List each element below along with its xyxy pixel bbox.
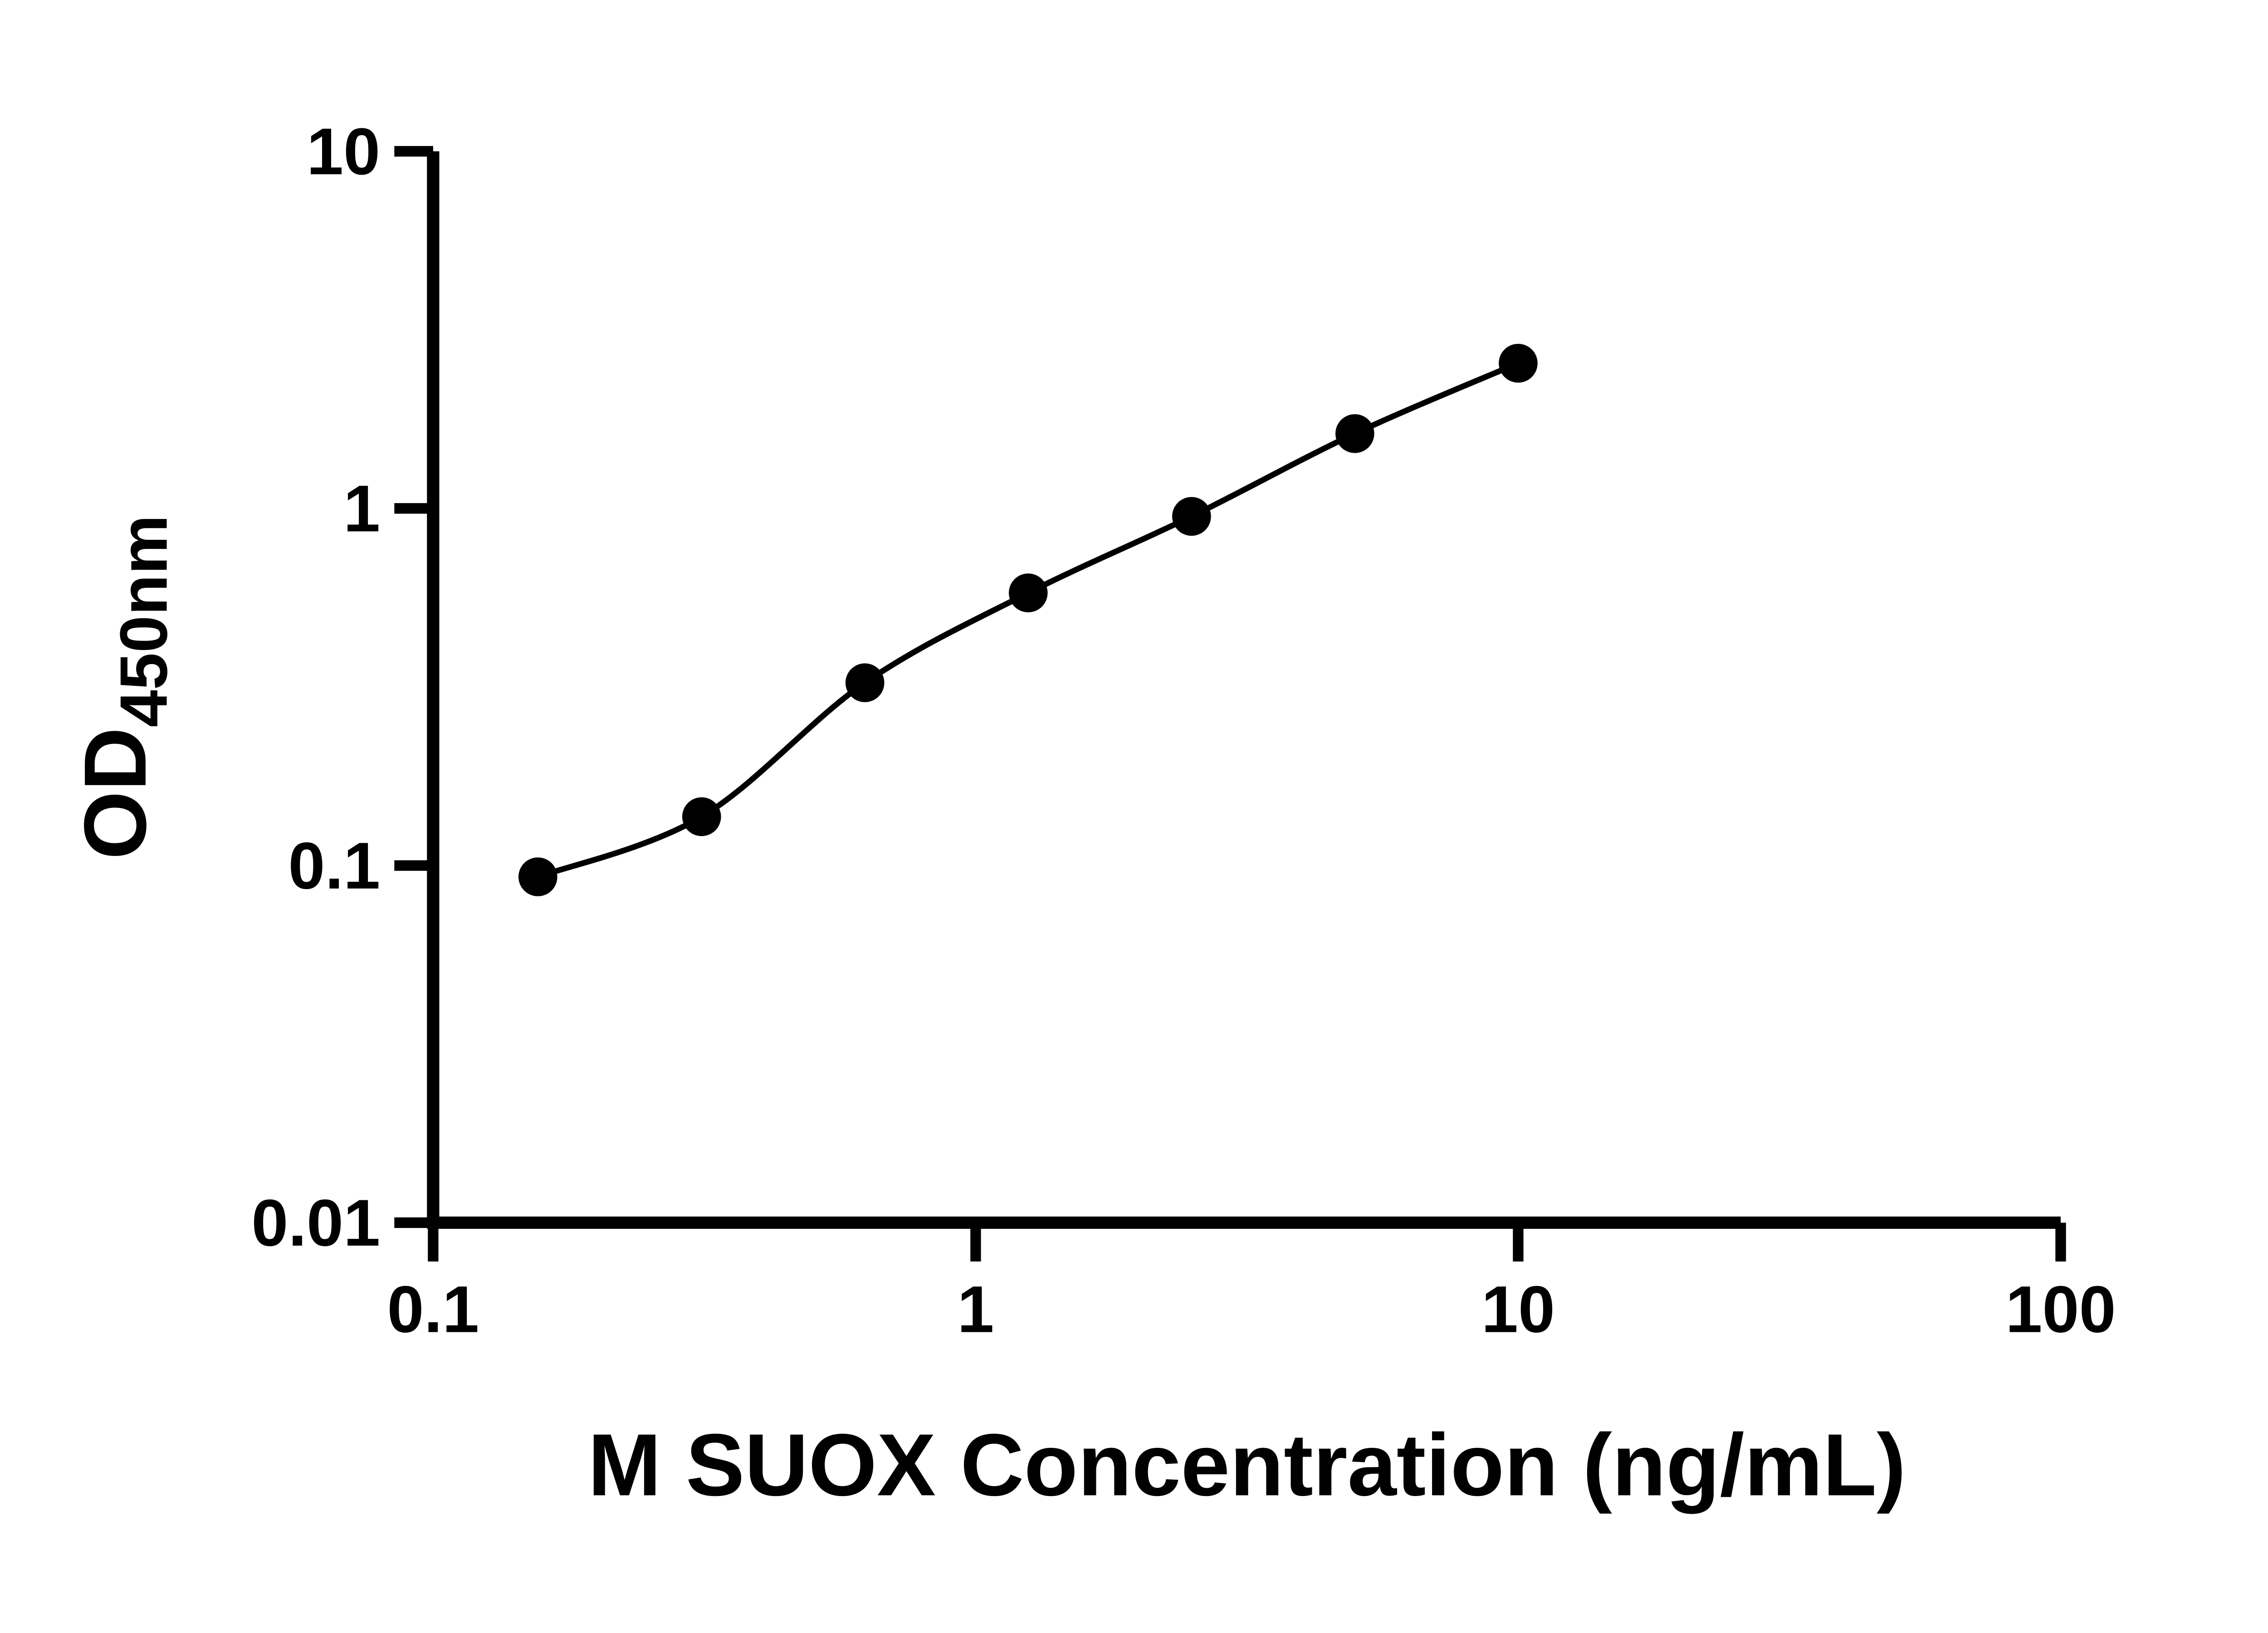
data-point (682, 797, 721, 836)
y-axis-title-main: OD (66, 727, 165, 860)
x-tick-label: 100 (2005, 1272, 2116, 1346)
x-tick-label: 0.1 (387, 1272, 479, 1346)
x-axis-title: M SUOX Concentration (ng/mL) (588, 1416, 1906, 1514)
chart-page: 0.1 1 10 100 0.01 0.1 1 10 M SUOX Concentration… (66, 114, 2116, 1515)
data-point (1009, 573, 1048, 612)
y-tick-label: 10 (307, 114, 380, 188)
data-point (1335, 414, 1374, 453)
y-axis-title: OD450nm (66, 515, 181, 860)
x-tick-label: 10 (1481, 1272, 1555, 1346)
y-tick-label: 0.01 (251, 1186, 380, 1260)
axis-spine (427, 151, 2061, 1229)
data-point (518, 857, 557, 896)
data-point (1172, 497, 1211, 536)
y-axis-title-subscript: 450nm (107, 515, 181, 727)
y-tick-label: 0.1 (288, 829, 380, 903)
y-tick-label: 1 (343, 471, 380, 545)
data-point (1499, 343, 1538, 383)
x-tick-label: 1 (957, 1272, 994, 1346)
data-point (845, 663, 885, 702)
data-series-layer (518, 343, 1538, 896)
